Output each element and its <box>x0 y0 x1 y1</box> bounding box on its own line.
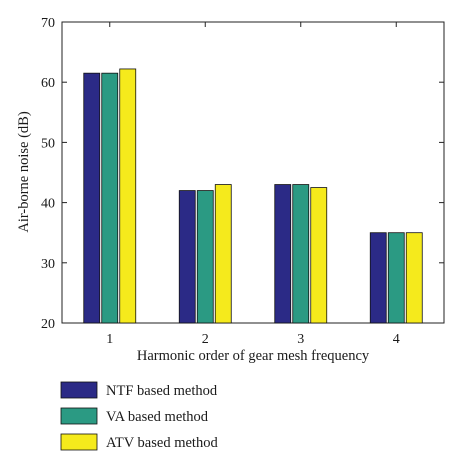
y-axis-label: Air-borne noise (dB) <box>16 111 32 232</box>
plot-frame <box>61 21 445 324</box>
legend-label-ntf: NTF based method <box>106 383 218 399</box>
bar-va-3 <box>292 184 310 324</box>
y-tick-label: 60 <box>41 76 55 91</box>
legend: NTF based method VA based method ATV based… <box>60 381 218 451</box>
legend-label-va: VA based method <box>106 409 209 425</box>
y-tick-label: 30 <box>41 257 55 272</box>
bar-atv-3 <box>310 187 328 324</box>
bar-atv-2 <box>214 184 232 324</box>
bar-atv-1 <box>119 68 137 324</box>
x-axis-label: Harmonic order of gear mesh frequency <box>137 348 370 364</box>
bar-ntf-4 <box>369 232 387 324</box>
x-tick-label: 3 <box>297 332 304 347</box>
y-tick-label: 20 <box>41 317 55 332</box>
legend-label-atv: ATV based method <box>106 435 218 451</box>
y-tick-label: 50 <box>41 136 55 151</box>
x-tick-label: 2 <box>202 332 209 347</box>
x-tick-label: 4 <box>393 332 400 347</box>
bar-ntf-1 <box>83 72 101 324</box>
y-axis: 20 30 40 50 60 70 <box>41 16 444 332</box>
bar-series-group <box>83 68 423 324</box>
y-tick-label: 40 <box>41 197 55 212</box>
x-tick-label: 1 <box>106 332 113 347</box>
bar-ntf-3 <box>274 184 292 324</box>
y-tick-label: 70 <box>41 16 55 31</box>
bar-va-1 <box>101 72 119 324</box>
bar-ntf-2 <box>178 190 196 324</box>
bar-va-4 <box>387 232 405 324</box>
legend-swatch-ntf <box>60 381 98 399</box>
legend-swatch-va <box>60 407 98 425</box>
bar-va-2 <box>196 190 214 324</box>
legend-swatch-atv <box>60 433 98 451</box>
bar-atv-4 <box>405 232 423 324</box>
